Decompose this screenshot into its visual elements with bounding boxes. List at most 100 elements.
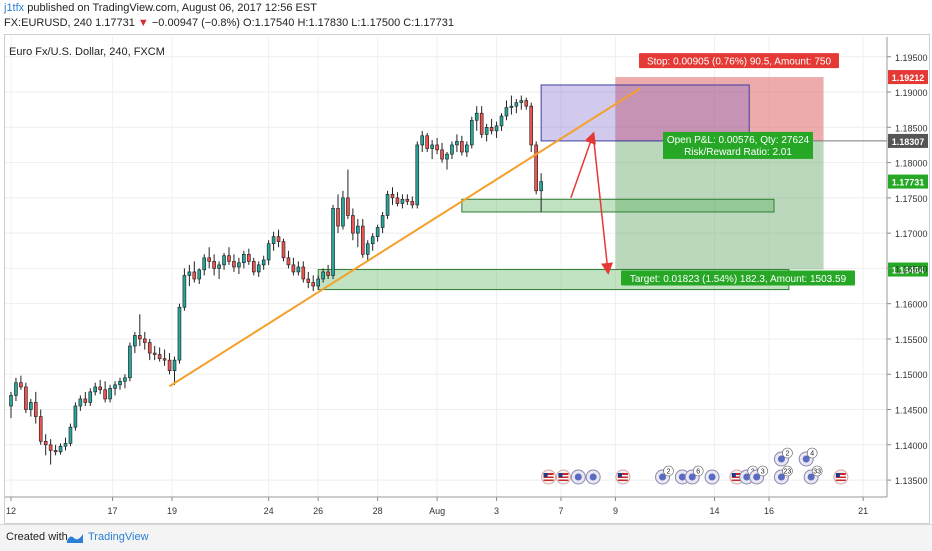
us-flag-icon[interactable] [833, 469, 849, 485]
candle[interactable] [420, 130, 425, 152]
candle[interactable] [93, 382, 98, 396]
candle[interactable] [58, 443, 63, 455]
candle[interactable] [212, 254, 216, 276]
candle[interactable] [147, 338, 152, 361]
event-badge-icon[interactable]: 4 [798, 447, 818, 467]
us-flag-icon[interactable] [541, 469, 557, 485]
candle[interactable] [177, 303, 182, 364]
candle[interactable] [365, 240, 370, 262]
candle[interactable] [202, 254, 207, 276]
drawn-arrow[interactable] [570, 131, 596, 199]
candle[interactable] [197, 268, 202, 284]
candle[interactable] [192, 261, 197, 283]
candle[interactable] [152, 346, 157, 361]
candle[interactable] [286, 250, 291, 269]
candle[interactable] [326, 264, 330, 279]
candle[interactable] [360, 219, 365, 258]
candle[interactable] [499, 113, 504, 131]
event-gear-icon[interactable] [704, 469, 720, 485]
candle[interactable] [33, 391, 38, 424]
candle[interactable] [103, 381, 107, 403]
candle[interactable] [98, 379, 102, 394]
candle[interactable] [400, 194, 405, 209]
candle[interactable] [390, 187, 395, 205]
candle[interactable] [301, 261, 306, 283]
candle[interactable] [351, 208, 355, 241]
candle[interactable] [450, 141, 454, 160]
middle-box[interactable] [461, 198, 775, 213]
event-badge-icon[interactable]: 23 [773, 465, 793, 485]
candle[interactable] [291, 257, 296, 276]
candle[interactable] [133, 331, 137, 354]
candle[interactable] [474, 106, 479, 131]
us-flag-icon[interactable] [615, 469, 631, 485]
candle[interactable] [48, 439, 53, 465]
candle[interactable] [9, 391, 13, 418]
candle[interactable] [341, 190, 345, 230]
candle[interactable] [435, 137, 439, 155]
candle[interactable] [306, 271, 311, 289]
candle[interactable] [271, 231, 276, 251]
candle[interactable] [157, 347, 162, 362]
event-badge-icon[interactable]: 2 [773, 447, 793, 467]
candle[interactable] [251, 257, 256, 276]
candle[interactable] [182, 268, 187, 311]
candle[interactable] [73, 402, 78, 431]
candle[interactable] [227, 247, 231, 265]
candle[interactable] [138, 314, 142, 347]
candle[interactable] [356, 219, 360, 248]
candle[interactable] [276, 229, 281, 248]
candle[interactable] [380, 211, 385, 234]
candle[interactable] [142, 331, 147, 350]
event-gear-icon[interactable] [585, 469, 601, 485]
candle[interactable] [489, 118, 494, 135]
candle[interactable] [222, 252, 226, 270]
candle[interactable] [529, 102, 534, 152]
candle[interactable] [524, 97, 529, 110]
event-badge-icon[interactable]: 3 [749, 465, 768, 485]
candle[interactable] [78, 395, 83, 411]
candle[interactable] [187, 264, 192, 287]
candle[interactable] [24, 382, 28, 414]
candle[interactable] [232, 254, 236, 272]
event-badge-icon[interactable]: 33 [803, 465, 823, 485]
event-gear-icon[interactable] [570, 469, 586, 485]
candle[interactable] [405, 194, 410, 205]
candle[interactable] [68, 423, 73, 447]
candle[interactable] [519, 95, 524, 110]
candle[interactable] [311, 275, 316, 291]
candle[interactable] [514, 99, 519, 114]
candle[interactable] [534, 141, 538, 195]
candle[interactable] [395, 192, 400, 207]
candle[interactable] [29, 398, 33, 417]
candle[interactable] [207, 247, 211, 269]
candle[interactable] [331, 204, 335, 279]
candle[interactable] [83, 391, 88, 406]
candle[interactable] [128, 342, 132, 382]
candle[interactable] [509, 95, 514, 115]
candle[interactable] [465, 141, 469, 157]
candle[interactable] [375, 224, 380, 242]
chart-panel[interactable]: Stop: 0.00905 (0.76%) 90.5, Amount: 750 T… [4, 34, 930, 524]
candle[interactable] [460, 135, 464, 156]
candle[interactable] [123, 374, 127, 389]
candle[interactable] [247, 248, 251, 265]
candle[interactable] [38, 409, 43, 445]
candle[interactable] [266, 240, 271, 265]
event-badge-icon[interactable]: 6 [684, 465, 704, 485]
author-link[interactable]: j1tfx [4, 2, 25, 14]
candle[interactable] [445, 152, 449, 170]
candle[interactable] [172, 356, 177, 385]
candle[interactable] [346, 169, 350, 220]
tradingview-brand[interactable]: TradingView [88, 531, 149, 543]
candle[interactable] [455, 134, 459, 152]
drawn-arrow[interactable] [592, 134, 614, 275]
candle[interactable] [108, 384, 112, 403]
candle[interactable] [14, 377, 18, 402]
candle[interactable] [256, 261, 261, 277]
candle[interactable] [88, 388, 93, 406]
candle[interactable] [504, 100, 509, 121]
candle[interactable] [113, 381, 117, 396]
candle[interactable] [385, 190, 390, 220]
candle[interactable] [410, 196, 415, 209]
